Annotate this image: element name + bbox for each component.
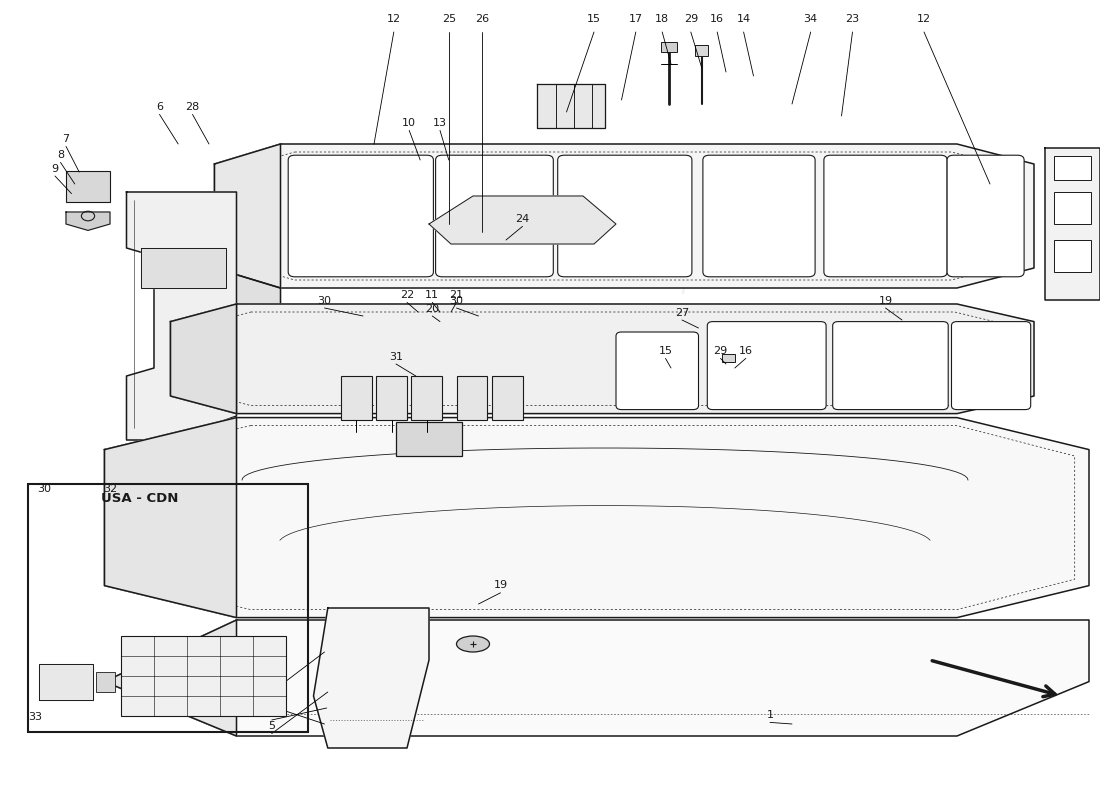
- Text: 14: 14: [737, 14, 750, 24]
- Polygon shape: [214, 144, 280, 288]
- Text: 3: 3: [268, 694, 275, 704]
- Polygon shape: [104, 620, 1089, 736]
- Text: eurospares: eurospares: [252, 426, 408, 454]
- Bar: [376, 376, 407, 420]
- Bar: [492, 376, 522, 420]
- Polygon shape: [170, 304, 1034, 414]
- Text: 12: 12: [917, 14, 931, 24]
- Polygon shape: [104, 418, 236, 618]
- Text: 23: 23: [846, 14, 859, 24]
- Text: 34: 34: [804, 14, 817, 24]
- Text: 21: 21: [450, 290, 463, 300]
- Polygon shape: [214, 144, 1034, 288]
- Text: 1: 1: [767, 710, 773, 720]
- Polygon shape: [537, 84, 605, 128]
- Text: 7: 7: [63, 134, 69, 144]
- Polygon shape: [39, 664, 94, 700]
- FancyBboxPatch shape: [947, 155, 1024, 277]
- Text: 30: 30: [450, 296, 463, 306]
- Text: 29: 29: [684, 14, 697, 24]
- Text: 28: 28: [186, 102, 199, 112]
- Bar: [695, 45, 708, 56]
- FancyBboxPatch shape: [824, 155, 947, 277]
- Text: 30: 30: [37, 484, 51, 494]
- Text: 11: 11: [426, 290, 439, 300]
- FancyBboxPatch shape: [703, 155, 815, 277]
- Text: 10: 10: [403, 118, 416, 128]
- Polygon shape: [66, 212, 110, 230]
- Text: 29: 29: [714, 346, 727, 356]
- Text: USA - CDN: USA - CDN: [101, 492, 178, 505]
- Bar: [96, 672, 115, 692]
- Polygon shape: [170, 304, 236, 414]
- Text: 27: 27: [675, 308, 689, 318]
- Bar: [411, 376, 442, 420]
- FancyBboxPatch shape: [952, 322, 1031, 410]
- Text: 31: 31: [389, 351, 403, 362]
- Bar: [1054, 156, 1091, 180]
- Bar: [722, 354, 735, 362]
- Bar: [121, 636, 286, 716]
- Bar: [1054, 240, 1091, 272]
- Polygon shape: [429, 196, 616, 244]
- Text: 16: 16: [739, 346, 752, 356]
- FancyBboxPatch shape: [558, 155, 692, 277]
- Text: 25: 25: [442, 14, 455, 24]
- Text: 17: 17: [629, 14, 642, 24]
- Text: 26: 26: [475, 14, 488, 24]
- Polygon shape: [104, 620, 236, 736]
- Text: 32: 32: [103, 484, 117, 494]
- Text: 20: 20: [426, 304, 439, 314]
- Polygon shape: [314, 608, 429, 748]
- Text: 2: 2: [268, 679, 275, 690]
- Polygon shape: [126, 192, 236, 440]
- Text: eurospares: eurospares: [604, 266, 760, 294]
- Text: 4: 4: [268, 708, 275, 718]
- Text: 6: 6: [156, 102, 163, 112]
- Bar: [28, 484, 308, 732]
- Polygon shape: [104, 418, 1089, 618]
- Text: 13: 13: [433, 118, 447, 128]
- FancyBboxPatch shape: [616, 332, 699, 410]
- Text: 8: 8: [57, 150, 64, 160]
- Ellipse shape: [456, 636, 490, 652]
- Text: 24: 24: [516, 214, 529, 224]
- Text: 15: 15: [587, 14, 601, 24]
- Text: 5: 5: [268, 722, 275, 731]
- Polygon shape: [214, 268, 280, 320]
- Bar: [661, 42, 676, 52]
- FancyBboxPatch shape: [288, 155, 433, 277]
- Text: 12: 12: [387, 14, 400, 24]
- Text: 9: 9: [52, 164, 58, 174]
- Bar: [1054, 192, 1091, 224]
- Text: 19: 19: [879, 296, 892, 306]
- Text: 33: 33: [29, 712, 42, 722]
- FancyBboxPatch shape: [707, 322, 826, 410]
- Bar: [396, 422, 462, 456]
- FancyBboxPatch shape: [833, 322, 948, 410]
- Text: 16: 16: [711, 14, 724, 24]
- Polygon shape: [141, 248, 226, 288]
- Text: 15: 15: [659, 346, 672, 356]
- Text: 18: 18: [656, 14, 669, 24]
- Text: 30: 30: [318, 296, 331, 306]
- FancyBboxPatch shape: [436, 155, 553, 277]
- Polygon shape: [1045, 148, 1100, 300]
- Text: eurospares: eurospares: [637, 482, 793, 510]
- Bar: [66, 171, 110, 202]
- Bar: [341, 376, 372, 420]
- Text: eurospares: eurospares: [252, 210, 408, 238]
- Text: 22: 22: [400, 290, 414, 300]
- Text: 19: 19: [494, 581, 507, 590]
- Bar: [456, 376, 487, 420]
